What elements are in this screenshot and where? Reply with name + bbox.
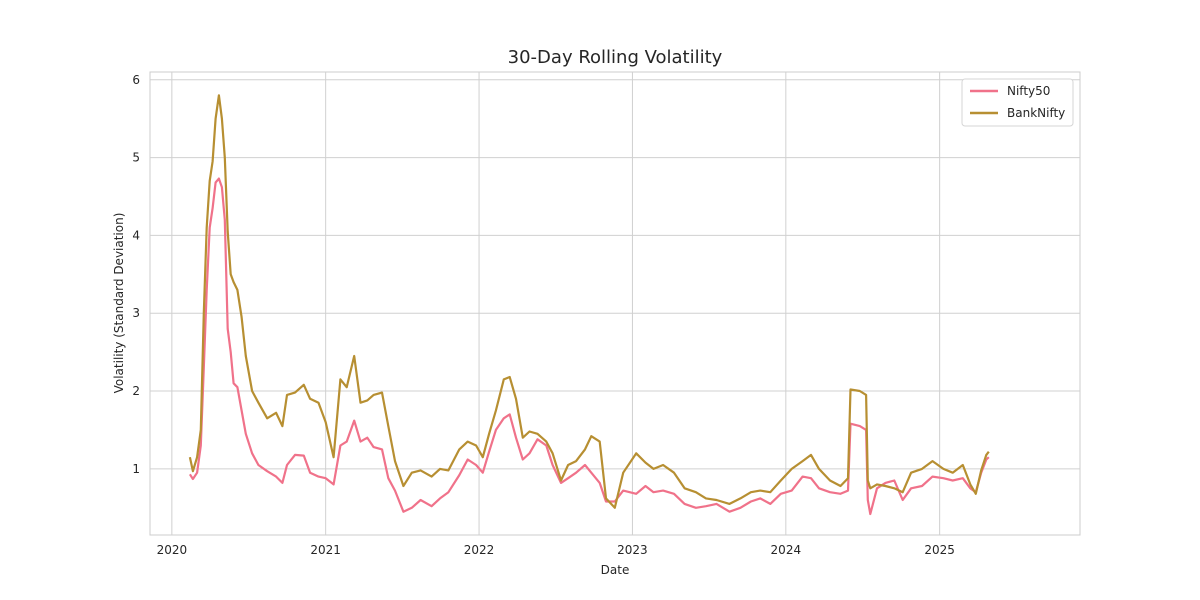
grid-lines	[150, 72, 1080, 535]
x-tick-label: 2025	[924, 543, 955, 557]
y-axis-ticks: 1 2 3 4 5 6	[132, 73, 140, 476]
y-tick-label: 3	[132, 306, 140, 320]
y-axis-title: Volatility (Standard Deviation)	[112, 213, 126, 394]
y-tick-label: 6	[132, 73, 140, 87]
x-axis-ticks: 2020 2021 2022 2023 2024 2025	[157, 543, 955, 557]
x-tick-label: 2020	[157, 543, 188, 557]
y-tick-label: 2	[132, 384, 140, 398]
x-tick-label: 2022	[464, 543, 495, 557]
series-line-nifty50	[188, 177, 990, 516]
legend-label-nifty50: Nifty50	[1007, 84, 1050, 98]
x-axis-title: Date	[601, 563, 630, 577]
x-tick-label: 2024	[771, 543, 802, 557]
x-tick-label: 2023	[617, 543, 648, 557]
series-line-banknifty	[188, 94, 990, 509]
y-tick-label: 1	[132, 462, 140, 476]
y-tick-label: 4	[132, 228, 140, 242]
legend-label-banknifty: BankNifty	[1007, 106, 1065, 120]
y-tick-label: 5	[132, 151, 140, 165]
x-tick-label: 2021	[310, 543, 341, 557]
series-lines	[188, 94, 990, 516]
legend: Nifty50 BankNifty	[961, 78, 1074, 127]
chart-title: 30-Day Rolling Volatility	[508, 47, 723, 68]
